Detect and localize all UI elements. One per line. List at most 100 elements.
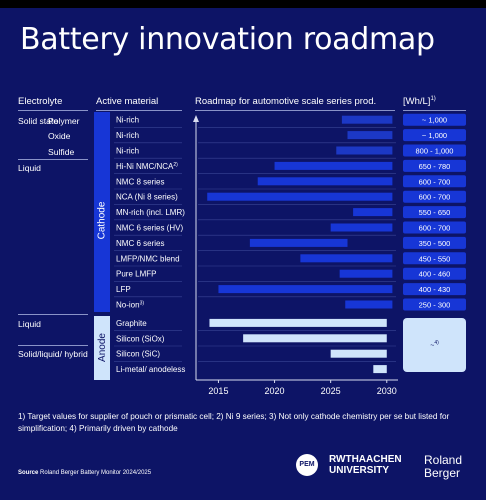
roadmap-bar	[339, 269, 393, 278]
material-label: NMC 6 series	[116, 239, 164, 248]
value-label: 400 - 430	[419, 285, 451, 294]
roadmap-bar	[218, 285, 393, 294]
material-label: NCA (Ni 8 series)	[116, 193, 178, 202]
rwth-line2: UNIVERSITY	[329, 465, 390, 476]
header-rule-roadmap	[195, 110, 395, 111]
rb-line2: Berger	[424, 466, 461, 480]
solid-liquid-hybrid-label: Solid/liquid/ hybrid	[18, 349, 88, 359]
material-label: NMC 8 series	[116, 177, 164, 186]
material-footnote-ref: 3)	[140, 301, 145, 307]
rwth-logo: RWTHAACHEN UNIVERSITY	[329, 454, 402, 476]
material-label: Pure LMFP	[116, 270, 156, 279]
oxide-label: Oxide	[48, 131, 71, 141]
rwth-line1: RWTHAACHEN	[329, 454, 402, 465]
value-box	[403, 206, 466, 219]
material-label: LMFP/NMC blend	[116, 254, 180, 263]
value-box	[403, 298, 466, 311]
material-label: Li-metal/ anodeless	[116, 365, 185, 374]
anode-side-bar	[94, 316, 110, 380]
electrolyte-header: Electrolyte	[18, 96, 63, 107]
material-label: Graphite	[116, 319, 147, 328]
roadmap-bar	[347, 131, 393, 140]
value-box	[403, 175, 466, 188]
material-label: Hi-Ni NMC/NCA2)	[116, 162, 178, 171]
value-box	[403, 252, 466, 265]
roadmap-bar	[209, 318, 387, 327]
roadmap-bar	[345, 300, 393, 309]
source-text: Roland Berger Battery Monitor 2024/2025	[40, 470, 152, 476]
value-label: 650 - 780	[419, 162, 451, 171]
anode-value-note: ~4)	[430, 340, 439, 350]
value-label: 450 - 550	[419, 254, 451, 263]
value-label: 600 - 700	[419, 224, 451, 233]
polymer-label: Polymer	[48, 116, 80, 126]
unit-footnote-ref: 1)	[430, 96, 436, 102]
roadmap-bar	[341, 115, 393, 124]
material-label: Ni-rich	[116, 116, 139, 125]
value-box	[403, 283, 466, 296]
value-label: ~ 1,000	[422, 131, 447, 140]
material-label: No-ion3)	[116, 301, 144, 310]
material-label: Ni-rich	[116, 147, 139, 156]
liquid-label: Liquid	[18, 163, 41, 173]
value-box	[403, 221, 466, 234]
value-box	[403, 113, 466, 126]
roadmap-bar	[249, 238, 348, 247]
top-bar	[0, 0, 486, 8]
pem-logo: PEM	[296, 454, 318, 476]
roland-berger-logo: Roland Berger	[424, 454, 462, 480]
value-label: ~ 1,000	[422, 116, 447, 125]
roadmap-bar	[243, 334, 387, 343]
x-tick-label: 2025	[321, 386, 341, 396]
material-label: Silicon (SiC)	[116, 350, 160, 359]
value-box	[403, 267, 466, 280]
header-rule-material	[96, 110, 182, 111]
value-label: 250 - 300	[419, 301, 451, 310]
value-box	[403, 144, 466, 157]
unit-header: [Wh/L]1)	[403, 96, 436, 107]
roadmap-bar	[300, 254, 393, 263]
value-label: 600 - 700	[419, 177, 451, 186]
rb-line1: Roland	[424, 453, 463, 467]
material-label: LFP	[116, 285, 131, 294]
roadmap-bar	[257, 177, 393, 186]
source-line: Source Roland Berger Battery Monitor 202…	[18, 470, 151, 476]
page-title: Battery innovation roadmap	[20, 22, 435, 57]
roadmap-bar	[330, 223, 393, 232]
sulfide-label: Sulfide	[48, 147, 75, 157]
anode-note-ref: 4)	[434, 340, 439, 346]
x-tick-label: 2015	[208, 386, 228, 396]
footnote: 1) Target values for supplier of pouch o…	[18, 412, 450, 433]
material-label: Ni-rich	[116, 131, 139, 140]
value-box	[403, 129, 466, 142]
value-box	[403, 236, 466, 249]
solid-state-label: Solid state	[18, 116, 59, 126]
unit-label: [Wh/L]	[403, 96, 431, 108]
material-label: NMC 6 series (HV)	[116, 224, 183, 233]
value-label: 350 - 500	[419, 239, 451, 248]
roadmap-bar	[274, 161, 393, 170]
roadmap-bar	[353, 208, 393, 217]
material-label: MN-rich (incl. LMR)	[116, 208, 185, 217]
value-box	[403, 190, 466, 203]
group-rule-liquid	[18, 314, 88, 315]
material-footnote-ref: 2)	[173, 162, 178, 168]
group-rule-solid	[18, 159, 88, 160]
x-tick-label: 2030	[377, 386, 397, 396]
x-tick-label: 2020	[265, 386, 285, 396]
active-material-header: Active material	[96, 96, 159, 107]
roadmap-bar	[330, 349, 387, 358]
source-label: Source	[18, 470, 39, 476]
value-label: 600 - 700	[419, 193, 451, 202]
anode-value-box: ~4)	[403, 318, 466, 372]
cathode-side-bar	[94, 112, 110, 312]
roadmap-bar	[373, 365, 387, 374]
value-label: 400 - 460	[419, 270, 451, 279]
roadmap-header: Roadmap for automotive scale series prod…	[195, 96, 377, 107]
liquid-anode-label: Liquid	[18, 319, 41, 329]
group-rule-anode-liquid	[18, 345, 88, 346]
material-label: Silicon (SiOx)	[116, 334, 165, 343]
roadmap-bar	[207, 192, 393, 201]
